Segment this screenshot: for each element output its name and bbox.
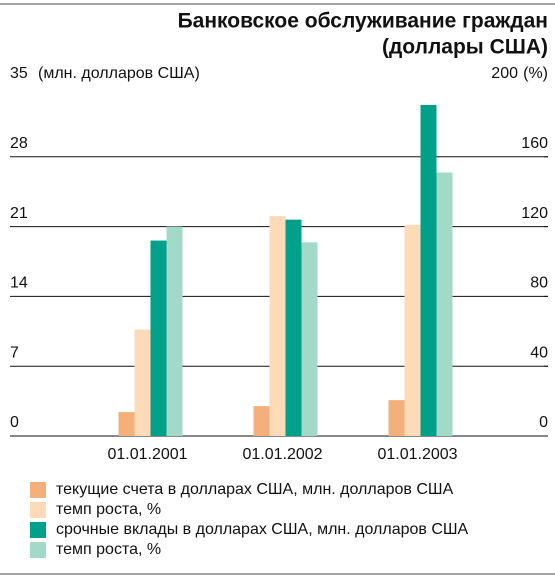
y-axis-label: (млн. долларов США)	[38, 65, 200, 82]
x-tick-label: 01.01.2003	[377, 446, 457, 463]
y2-tick-label: 200	[491, 65, 518, 82]
bar	[436, 172, 453, 436]
bar	[301, 242, 318, 436]
y2-axis-label: (%)	[523, 65, 548, 82]
bar	[253, 406, 270, 436]
x-tick-label: 01.01.2002	[242, 446, 322, 463]
y2-tick-label: 80	[530, 275, 548, 292]
y-tick-label: 7	[10, 344, 19, 361]
legend-label: срочные вклады в долларах США, млн. долл…	[56, 521, 469, 538]
y-tick-label: 0	[10, 414, 19, 431]
y2-tick-label: 40	[530, 344, 548, 361]
bar	[285, 219, 302, 436]
x-tick-label: 01.01.2001	[107, 446, 187, 463]
bar	[404, 224, 421, 436]
y2-tick-label: 120	[521, 205, 548, 222]
y-tick-label: 35	[10, 65, 28, 82]
legend-swatch	[30, 482, 46, 498]
y2-tick-label: 0	[539, 414, 548, 431]
legend-swatch	[30, 542, 46, 558]
bar	[269, 216, 286, 436]
chart-title: Банковское обслуживание граждан	[178, 10, 548, 33]
bar	[420, 104, 437, 436]
legend-swatch	[30, 502, 46, 518]
bar	[150, 240, 167, 436]
bar	[388, 400, 405, 436]
chart-title: (доллары США)	[382, 36, 548, 59]
y2-tick-label: 160	[521, 135, 548, 152]
y-tick-label: 14	[10, 275, 28, 292]
y-tick-label: 28	[10, 135, 28, 152]
y-tick-label: 21	[10, 205, 28, 222]
legend-label: темп роста, %	[56, 501, 161, 518]
bar	[118, 412, 135, 436]
legend-label: текущие счета в долларах США, млн. долла…	[56, 481, 454, 498]
legend-label: темп роста, %	[56, 541, 161, 558]
bar	[134, 329, 151, 436]
legend-swatch	[30, 522, 46, 538]
bar	[166, 226, 183, 436]
